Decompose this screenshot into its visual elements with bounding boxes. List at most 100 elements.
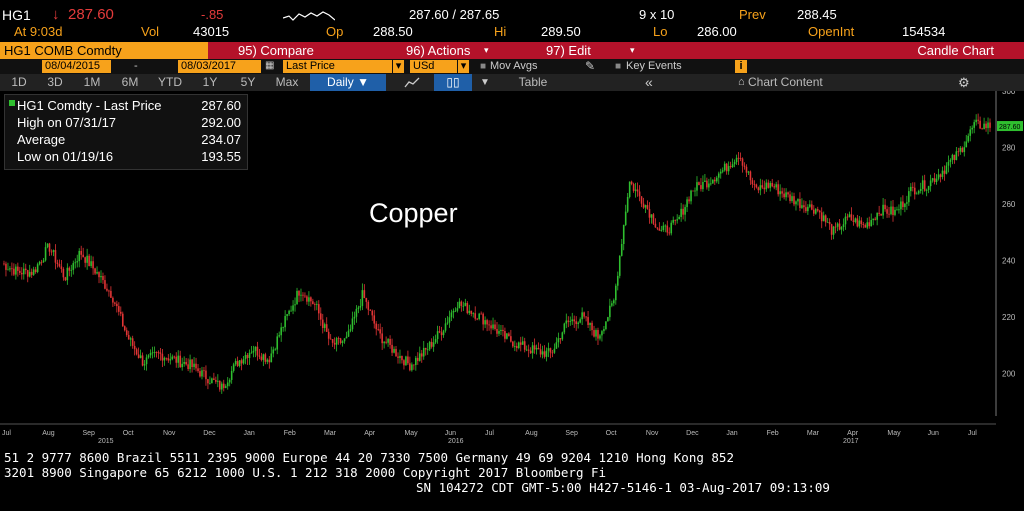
chart-style-icon[interactable]: ▯▯ [434, 74, 472, 91]
checkbox-icon[interactable]: ■ [480, 61, 487, 72]
end-date-field[interactable]: 08/03/2017 [178, 60, 261, 73]
candle-body [17, 266, 19, 271]
candle-body [975, 119, 977, 123]
candle-body [155, 352, 158, 353]
x-tick-label: Apr [847, 430, 859, 437]
candle-body [266, 359, 269, 362]
chart-content-button[interactable]: Chart Content [748, 75, 823, 89]
start-date-field[interactable]: 08/04/2015 [42, 60, 111, 73]
candle-body [811, 204, 813, 210]
candle-body [248, 352, 251, 358]
candle-body [613, 300, 615, 304]
price-field-select[interactable]: Last Price [283, 60, 392, 73]
candle-body [644, 205, 647, 208]
legend-series-value: 287.60 [201, 98, 241, 113]
table-button[interactable]: Table [518, 75, 548, 89]
candle-body [856, 218, 859, 227]
candle-body [236, 361, 239, 366]
candle-body [981, 128, 983, 130]
candle-body [361, 290, 364, 306]
candle-body [646, 205, 649, 209]
candle-body [371, 310, 374, 316]
timeframe-1d[interactable]: 1D [11, 75, 27, 89]
timeframe-ytd[interactable]: YTD [158, 75, 182, 89]
candle-body [403, 360, 405, 366]
actions-dropdown-icon[interactable]: ▾ [484, 45, 489, 55]
candle-body [424, 347, 427, 350]
candle-body [640, 196, 643, 204]
key-events-toggle[interactable]: Key Events [626, 60, 682, 72]
candle-body [658, 228, 661, 231]
candle-body [553, 348, 556, 353]
candle-body [624, 211, 627, 225]
candle-body [581, 312, 583, 320]
candle-body [276, 336, 279, 350]
candle-body [409, 363, 411, 371]
candle-body [773, 186, 775, 188]
candle-body [36, 264, 39, 273]
candle-body [472, 313, 475, 315]
mov-avgs-toggle[interactable]: Mov Avgs [490, 60, 538, 72]
key-events-checkbox-icon[interactable]: ■ [615, 61, 622, 72]
candle-body [112, 297, 114, 303]
high-value: 289.50 [541, 24, 581, 39]
chart-style-dropdown-icon[interactable]: ▼ [480, 77, 490, 88]
price-chart[interactable]: 300 280 260 240 220 200 287.60 Jul Aug Sep Oct Nov… [0, 91, 1024, 447]
calendar-icon[interactable]: ▦ [265, 60, 275, 71]
security-field[interactable]: HG1 COMB Comdty [0, 42, 208, 59]
candle-body [735, 157, 738, 163]
pencil-icon[interactable]: ✎ [585, 59, 596, 73]
candle-body [238, 360, 241, 366]
y-tick-label: 220 [1002, 313, 1016, 322]
gear-icon[interactable]: ⚙ [958, 75, 970, 90]
timeframe-1y[interactable]: 1Y [202, 75, 218, 89]
candle-body [288, 310, 290, 315]
candle-body [339, 338, 342, 343]
edit-dropdown-icon[interactable]: ▾ [630, 45, 635, 55]
timeframe-3d[interactable]: 3D [47, 75, 63, 89]
currency-dropdown-icon[interactable]: ▾ [458, 60, 469, 73]
price-field-dropdown-icon[interactable]: ▾ [393, 60, 404, 73]
candle-body [351, 318, 354, 330]
candle-body [977, 119, 979, 121]
ticker-symbol[interactable]: HG1 [2, 7, 31, 23]
candle-body [70, 269, 73, 271]
candle-body [157, 352, 160, 354]
candle-body [777, 184, 779, 195]
candle-body [177, 355, 180, 363]
candle-body [844, 216, 847, 225]
collapse-icon[interactable]: « [645, 74, 653, 90]
candle-body [220, 383, 223, 390]
timeframe-max[interactable]: Max [275, 75, 299, 89]
actions-button[interactable]: 96) Actions [376, 42, 526, 59]
candle-body [5, 263, 7, 270]
candle-body [496, 329, 498, 334]
info-icon[interactable]: i [735, 60, 747, 73]
timeframe-5y[interactable]: 5Y [240, 75, 256, 89]
candle-body [201, 370, 203, 377]
candle-body [121, 313, 124, 327]
candle-body [737, 157, 740, 159]
candle-body [943, 170, 946, 174]
candle-body [587, 317, 589, 325]
edit-button[interactable]: 97) Edit [498, 42, 690, 59]
period-select[interactable]: Daily ▼ [310, 74, 386, 91]
line-chart-icon[interactable] [404, 77, 420, 88]
candle-body [704, 180, 706, 182]
candle-body [161, 353, 164, 361]
timeframe-6m[interactable]: 6M [121, 75, 139, 89]
candle-body [197, 368, 199, 372]
candle-body [571, 319, 574, 322]
candle-body [898, 209, 900, 211]
candle-body [141, 355, 144, 366]
candle-body [329, 338, 332, 340]
candle-body [318, 304, 320, 314]
candle-body [573, 319, 576, 322]
compare-button[interactable]: 95) Compare [208, 42, 404, 59]
candle-body [787, 192, 789, 195]
candle-body [300, 294, 302, 296]
candle-body [941, 170, 944, 177]
candle-body [72, 263, 75, 270]
timeframe-1m[interactable]: 1M [83, 75, 101, 89]
currency-select[interactable]: USd [410, 60, 457, 73]
